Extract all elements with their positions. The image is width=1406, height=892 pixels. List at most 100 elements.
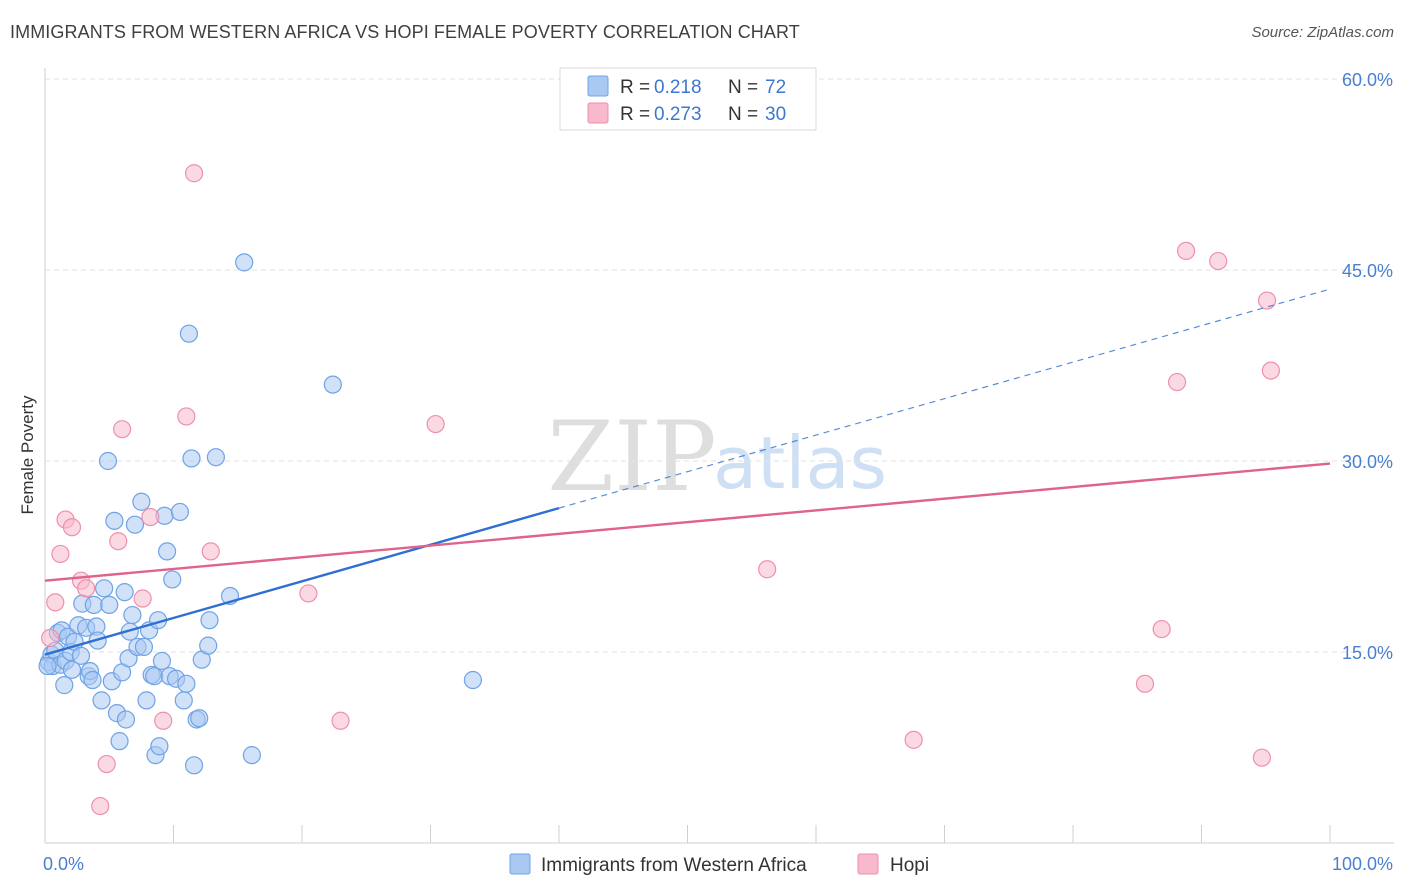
top-legend: R = 0.218 N = 72 R = 0.273 N = 30 [559,67,817,131]
point-hopi [177,407,196,426]
point-western-africa [179,324,199,343]
legend-swatch-western-africa [587,75,609,97]
point-hopi [1261,361,1280,380]
chart-title: IMMIGRANTS FROM WESTERN AFRICA VS HOPI F… [10,22,800,42]
trend-lines [44,288,1331,656]
point-western-africa [55,676,74,695]
point-hopi [77,579,96,598]
point-hopi [133,589,152,608]
tick-labels: 15.0% 30.0% 45.0% 60.0% 0.0% 100.0% [43,70,1393,874]
point-hopi [154,711,173,730]
point-western-africa [84,595,103,614]
point-western-africa [200,611,219,630]
y-tick-label: 15.0% [1342,643,1393,663]
y-tick-label: 30.0% [1342,452,1393,472]
point-western-africa [110,732,129,751]
watermark-atlas: atlas [713,421,887,505]
point-western-africa [95,579,114,598]
point-hopi [1167,372,1187,392]
bottom-legend-label-hopi: Hopi [890,855,929,876]
point-western-africa [105,511,124,530]
point-hopi [109,532,128,551]
point-western-africa [242,746,261,765]
point-hopi [426,414,445,434]
point-hopi [184,164,204,183]
point-hopi [758,560,777,579]
point-western-africa [115,583,134,602]
point-western-africa [71,646,91,665]
point-hopi [1176,241,1196,260]
legend-r-label-2: R = [620,104,650,125]
point-hopi [51,544,70,564]
point-western-africa [170,502,190,522]
point-western-africa [38,656,57,676]
axes [44,68,1394,844]
y-tick-label: 60.0% [1342,70,1393,90]
legend-n-label-1: N = [728,77,758,98]
point-western-africa [137,691,156,710]
point-western-africa [150,737,169,756]
y-axis-title: Female Poverty [18,395,37,515]
point-western-africa [190,709,209,728]
point-western-africa [98,451,118,471]
point-western-africa [206,448,226,467]
legend-n-label-2: N = [728,104,758,125]
point-western-africa [174,691,193,710]
y-tick-label: 45.0% [1342,261,1393,281]
bottom-legend-label-western-africa: Immigrants from Western Africa [541,855,807,876]
point-hopi [904,730,923,749]
point-hopi [331,711,350,730]
gridlines [45,78,1394,653]
point-western-africa [145,667,164,686]
point-hopi [46,593,65,612]
bottom-legend: Immigrants from Western Africa Hopi [509,853,929,876]
point-hopi [112,420,132,439]
point-hopi [97,754,116,774]
point-western-africa [235,253,254,272]
point-western-africa [199,636,218,655]
legend-n-value-2: 30 [765,104,786,125]
data-points [38,164,1280,816]
point-western-africa [152,651,172,671]
point-western-africa [132,492,151,511]
legend-swatch-hopi [587,102,609,124]
legend-r-value-2: 0.273 [654,104,702,125]
point-hopi [1152,619,1171,639]
point-western-africa [463,670,483,690]
legend-n-value-1: 72 [765,77,786,98]
point-western-africa [123,605,142,625]
point-western-africa [100,595,119,614]
point-hopi [299,584,318,603]
bottom-legend-swatch-hopi [857,853,879,875]
trend-line-western-africa-extension [558,288,1331,509]
point-western-africa [184,756,204,775]
source-credit: Source: ZipAtlas.com [1251,24,1394,41]
point-western-africa [134,637,154,657]
point-hopi [1135,674,1155,693]
bottom-legend-swatch-western-africa [509,853,531,875]
point-western-africa [92,691,111,710]
point-western-africa [125,515,145,534]
watermark-zip: ZIP [547,401,716,513]
point-western-africa [62,660,82,679]
point-western-africa [177,674,196,693]
point-western-africa [163,570,182,589]
legend-r-label-1: R = [620,77,650,98]
point-hopi [141,507,160,527]
legend-r-value-1: 0.218 [654,77,702,98]
point-western-africa [157,542,177,561]
point-hopi [1252,748,1271,767]
x-tick-label: 100.0% [1332,854,1393,874]
x-tick-label: 0.0% [43,854,84,874]
point-western-africa [116,710,136,729]
point-hopi [91,796,110,816]
trend-line-hopi [44,462,1331,582]
point-western-africa [83,670,102,690]
point-western-africa [182,449,201,468]
trend-line-western-africa [44,506,560,656]
point-western-africa [323,375,342,394]
point-hopi [41,628,60,648]
point-hopi [62,518,82,537]
point-hopi [201,542,220,561]
